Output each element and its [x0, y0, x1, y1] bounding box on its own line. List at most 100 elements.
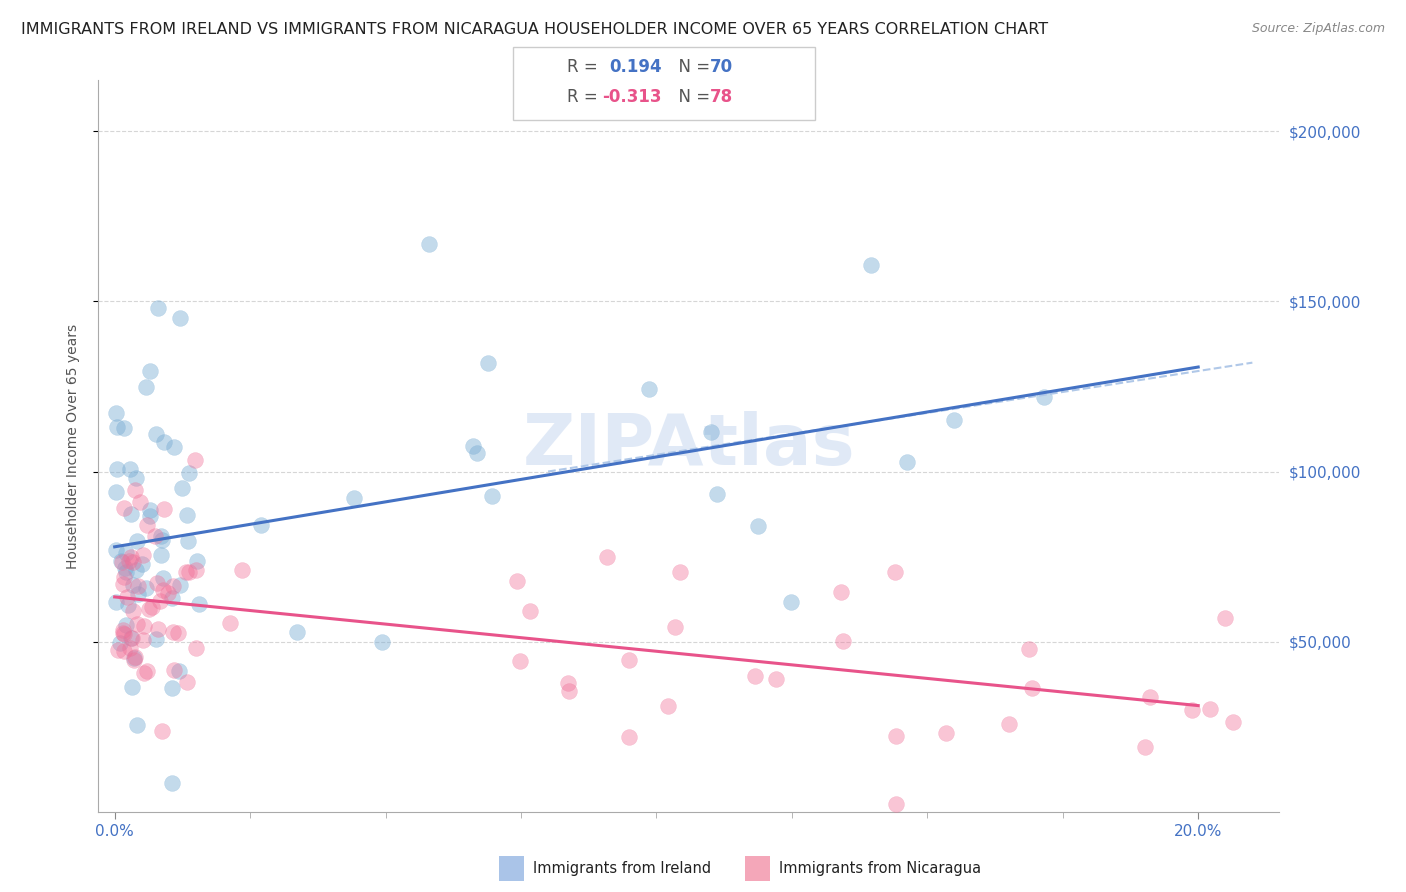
Point	[557, 676, 579, 690]
Point	[218, 615, 240, 630]
Point	[509, 655, 531, 669]
Point	[114, 546, 136, 560]
Text: Immigrants from Ireland: Immigrants from Ireland	[533, 862, 711, 876]
Point	[860, 258, 883, 272]
Point	[896, 454, 918, 468]
Point	[125, 471, 148, 485]
Point	[184, 641, 207, 656]
Point	[117, 598, 139, 612]
Point	[104, 543, 127, 558]
Point	[700, 425, 723, 440]
Point	[664, 619, 686, 633]
Point	[114, 566, 136, 580]
Point	[1181, 703, 1204, 717]
Point	[104, 406, 127, 420]
Point	[519, 604, 541, 618]
Point	[149, 593, 172, 607]
Point	[169, 311, 191, 326]
Point	[136, 518, 159, 533]
Point	[157, 586, 180, 600]
Point	[997, 716, 1019, 731]
Point	[134, 619, 156, 633]
Point	[112, 421, 135, 435]
Point	[149, 529, 172, 543]
Point	[167, 625, 190, 640]
Point	[167, 664, 190, 678]
Point	[186, 553, 208, 567]
Point	[153, 434, 176, 449]
Y-axis label: Householder Income Over 65 years: Householder Income Over 65 years	[66, 324, 80, 568]
Point	[125, 718, 148, 732]
Point	[163, 441, 186, 455]
Point	[114, 561, 136, 575]
Point	[124, 650, 146, 665]
Point	[129, 495, 152, 509]
Point	[163, 663, 186, 677]
Point	[127, 587, 149, 601]
Point	[477, 356, 499, 370]
Point	[107, 642, 129, 657]
Point	[187, 597, 209, 611]
Point	[112, 569, 135, 583]
Text: R =: R =	[567, 88, 603, 106]
Point	[176, 675, 198, 690]
Point	[1018, 642, 1040, 657]
Text: 78: 78	[710, 88, 733, 106]
Point	[135, 380, 157, 394]
Point	[481, 489, 503, 503]
Point	[765, 673, 787, 687]
Point	[136, 664, 159, 678]
Text: 0.194: 0.194	[609, 58, 661, 76]
Point	[145, 575, 167, 590]
Point	[110, 554, 132, 568]
Point	[1213, 611, 1236, 625]
Point	[177, 466, 200, 480]
Point	[162, 776, 184, 790]
Point	[138, 602, 160, 616]
Point	[112, 627, 135, 641]
Point	[149, 548, 172, 562]
Point	[170, 481, 193, 495]
Point	[1021, 681, 1043, 696]
Text: IMMIGRANTS FROM IRELAND VS IMMIGRANTS FROM NICARAGUA HOUSEHOLDER INCOME OVER 65 : IMMIGRANTS FROM IRELAND VS IMMIGRANTS FR…	[21, 22, 1049, 37]
Point	[1199, 702, 1222, 716]
Point	[1139, 690, 1161, 704]
Point	[105, 595, 128, 609]
Point	[120, 549, 142, 564]
Point	[132, 548, 155, 562]
Point	[152, 582, 174, 597]
Point	[127, 616, 149, 631]
Point	[162, 625, 184, 640]
Point	[110, 636, 132, 650]
Point	[120, 508, 142, 522]
Text: -0.313: -0.313	[602, 88, 661, 106]
Point	[122, 650, 145, 665]
Point	[943, 413, 966, 427]
Point	[169, 578, 191, 592]
Point	[506, 574, 529, 589]
Point	[152, 571, 174, 585]
Point	[150, 724, 173, 739]
Point	[884, 729, 907, 743]
Point	[779, 595, 801, 609]
Point	[418, 236, 440, 251]
Point	[124, 563, 146, 577]
Point	[669, 565, 692, 579]
Point	[617, 653, 640, 667]
Point	[146, 623, 169, 637]
Point	[747, 519, 769, 533]
Text: 70: 70	[710, 58, 733, 76]
Point	[162, 579, 184, 593]
Point	[184, 563, 207, 577]
Point	[250, 518, 273, 533]
Point	[138, 503, 160, 517]
Point	[115, 590, 138, 604]
Point	[145, 427, 167, 442]
Point	[111, 623, 134, 637]
Point	[143, 529, 166, 543]
Point	[131, 632, 153, 647]
Point	[744, 669, 766, 683]
Point	[231, 563, 253, 577]
Text: Immigrants from Nicaragua: Immigrants from Nicaragua	[779, 862, 981, 876]
Point	[638, 383, 661, 397]
